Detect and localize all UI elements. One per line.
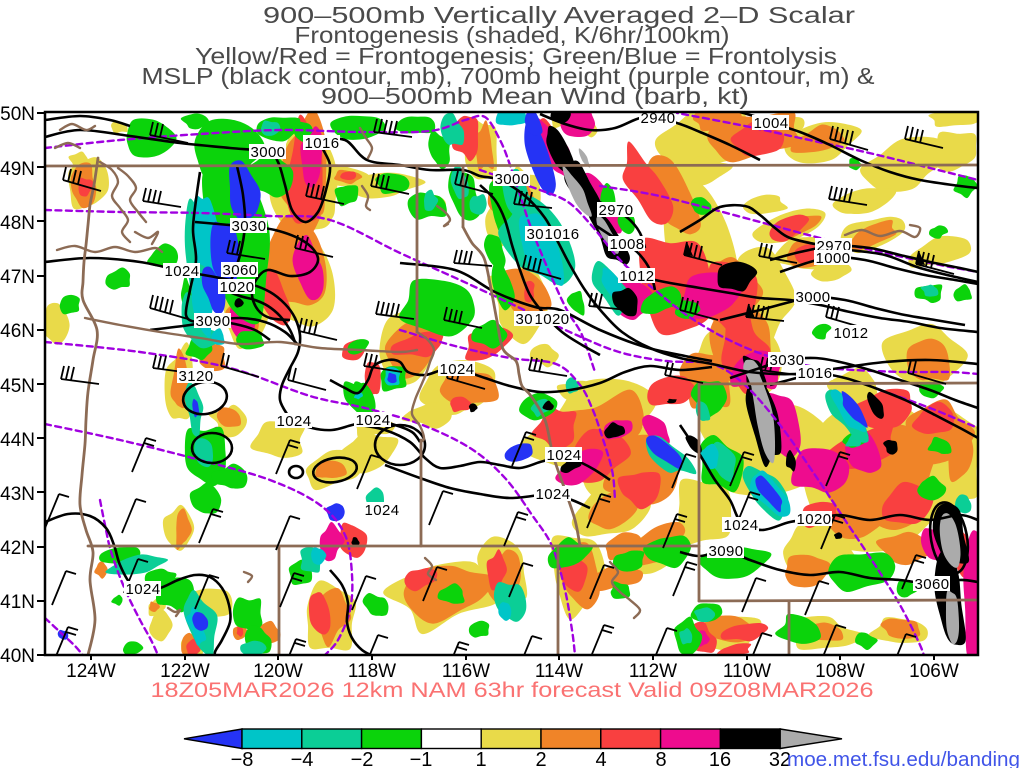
svg-text:1024: 1024 [724, 517, 759, 534]
svg-text:3000: 3000 [796, 289, 831, 306]
svg-text:49N: 49N [0, 159, 35, 180]
svg-text:3000: 3000 [495, 171, 530, 188]
svg-text:−1: −1 [410, 749, 433, 768]
svg-text:3060: 3060 [223, 262, 258, 279]
svg-text:46N: 46N [0, 321, 35, 342]
svg-text:Frontogenesis (shaded, K/6hr/1: Frontogenesis (shaded, K/6hr/100km) [295, 22, 730, 48]
svg-text:110W: 110W [723, 661, 771, 682]
svg-text:−4: −4 [291, 749, 314, 768]
svg-text:18Z05MAR2026 12km NAM 63hr for: 18Z05MAR2026 12km NAM 63hr forecast Vali… [151, 679, 874, 702]
svg-text:1012: 1012 [620, 268, 655, 285]
svg-text:3090: 3090 [709, 543, 744, 560]
svg-text:3000: 3000 [251, 144, 286, 161]
svg-text:47N: 47N [0, 267, 35, 288]
svg-text:Yellow/Red = Frontogenesis; G: Yellow/Red = Frontogenesis; Green/Blue =… [195, 43, 837, 69]
svg-text:1024: 1024 [440, 361, 475, 378]
svg-text:1012: 1012 [834, 325, 869, 342]
svg-text:43N: 43N [0, 484, 35, 505]
svg-text:4: 4 [595, 749, 606, 768]
svg-text:1020: 1020 [797, 511, 832, 528]
svg-text:−2: −2 [351, 749, 374, 768]
svg-text:1020: 1020 [220, 279, 255, 296]
svg-text:2: 2 [535, 749, 546, 768]
svg-text:116W: 116W [442, 661, 490, 682]
svg-text:MSLP (black contour, mb), 700m: MSLP (black contour, mb), 700mb height (… [142, 63, 875, 89]
svg-text:1016: 1016 [305, 135, 340, 152]
svg-text:42N: 42N [0, 538, 35, 559]
svg-text:16: 16 [709, 749, 731, 768]
svg-text:moe.met.fsu.edu/banding: moe.met.fsu.edu/banding [787, 749, 1020, 768]
svg-text:1000: 1000 [816, 250, 851, 267]
svg-text:8: 8 [655, 749, 666, 768]
svg-text:108W: 108W [815, 661, 865, 682]
svg-text:900–500mb Vertically Averaged: 900–500mb Vertically Averaged 2–D Scalar [263, 2, 855, 28]
svg-text:3030: 3030 [770, 352, 805, 369]
svg-text:1004: 1004 [754, 115, 789, 132]
svg-text:1024: 1024 [126, 581, 161, 598]
svg-text:1016: 1016 [798, 365, 833, 382]
svg-text:1024: 1024 [536, 486, 571, 503]
svg-text:3030: 3030 [232, 218, 267, 235]
svg-text:1020: 1020 [535, 311, 570, 328]
svg-text:32: 32 [769, 749, 791, 768]
svg-text:106W: 106W [909, 661, 959, 682]
svg-text:1016: 1016 [545, 226, 580, 243]
svg-text:114W: 114W [535, 661, 583, 682]
svg-text:40N: 40N [0, 646, 35, 667]
svg-text:112W: 112W [629, 661, 677, 682]
svg-text:45N: 45N [0, 376, 35, 397]
svg-text:118W: 118W [348, 661, 396, 682]
svg-text:44N: 44N [0, 430, 35, 451]
svg-text:1024: 1024 [365, 502, 400, 519]
svg-text:122W: 122W [160, 661, 210, 682]
svg-text:2940: 2940 [641, 110, 676, 127]
svg-text:1024: 1024 [165, 263, 200, 280]
svg-text:120W: 120W [253, 661, 303, 682]
svg-text:3120: 3120 [179, 368, 214, 385]
svg-text:900–500mb Mean Wind (barb, kt): 900–500mb Mean Wind (barb, kt) [321, 83, 749, 109]
svg-text:1008: 1008 [610, 236, 645, 253]
svg-text:41N: 41N [0, 592, 35, 613]
svg-text:1024: 1024 [356, 412, 391, 429]
svg-text:124W: 124W [66, 661, 116, 682]
svg-text:50N: 50N [0, 104, 35, 125]
svg-text:3090: 3090 [196, 313, 231, 330]
svg-text:1: 1 [475, 749, 486, 768]
svg-text:1024: 1024 [547, 447, 582, 464]
svg-text:48N: 48N [0, 213, 35, 234]
svg-text:1024: 1024 [277, 413, 312, 430]
svg-text:−8: −8 [231, 749, 254, 768]
svg-text:2970: 2970 [599, 202, 634, 219]
svg-text:3060: 3060 [915, 576, 950, 593]
